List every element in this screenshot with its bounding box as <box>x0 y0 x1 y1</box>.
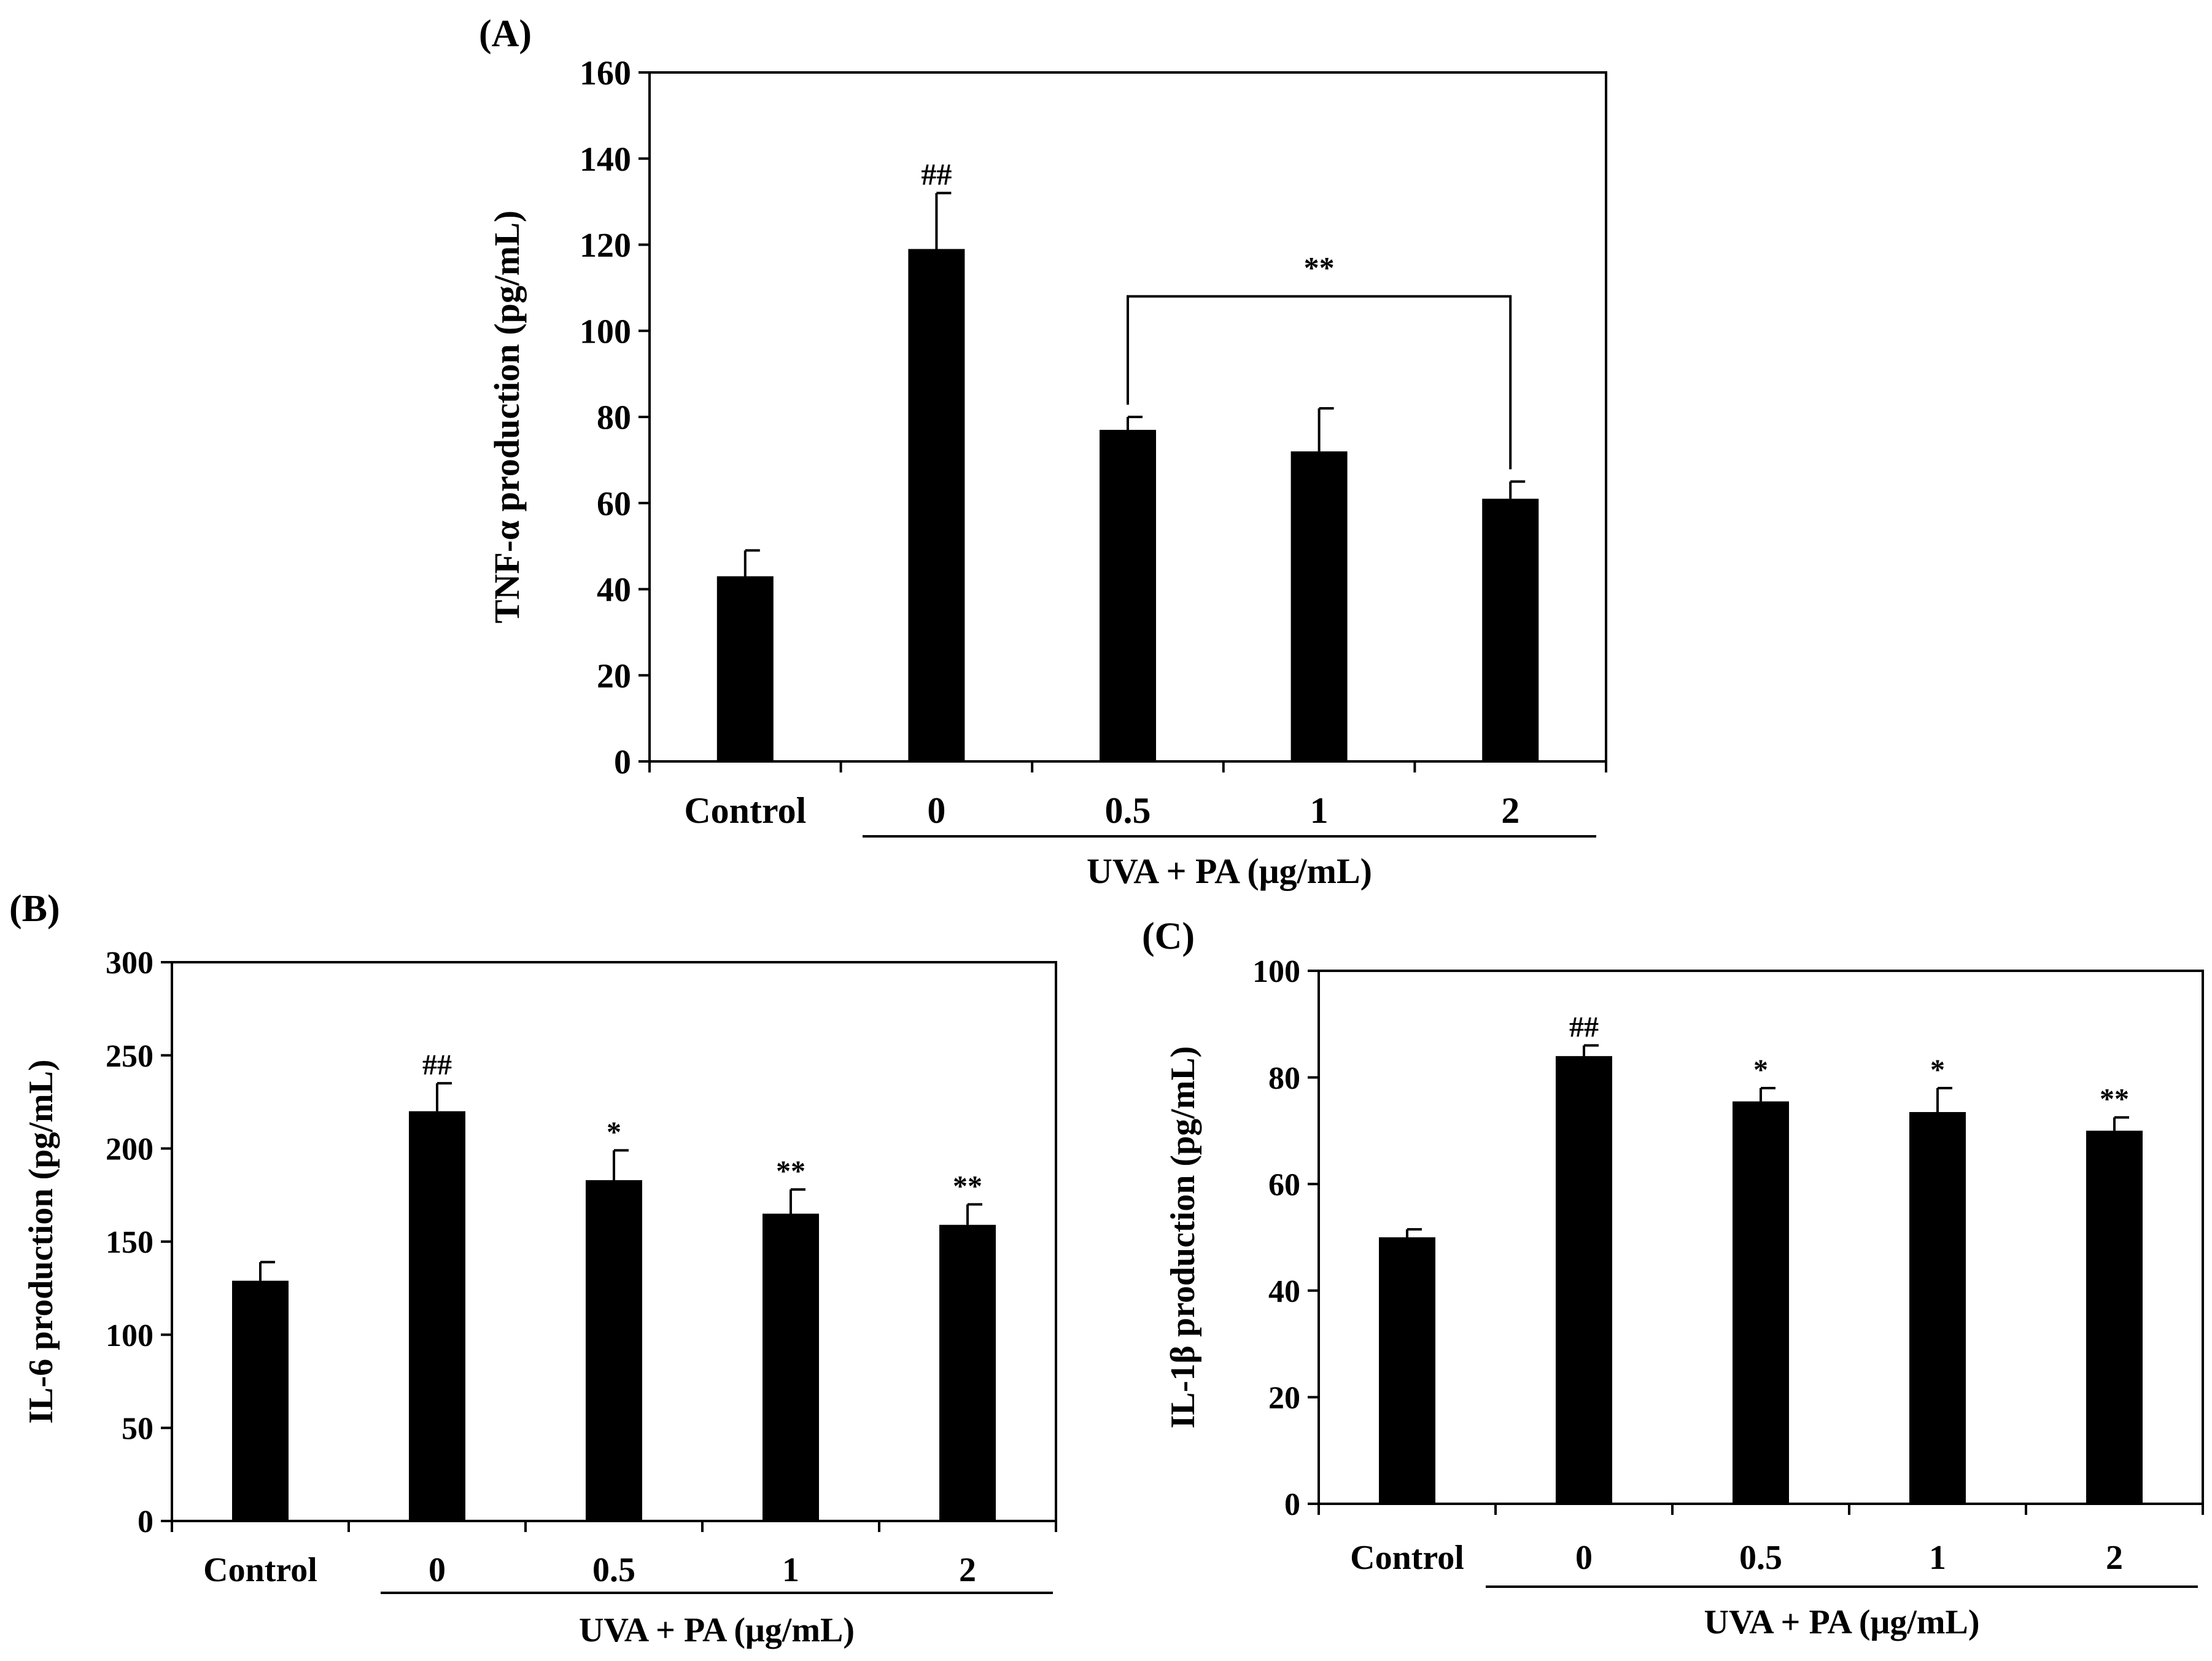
group-label: UVA + PA (μg/mL) <box>1704 1603 1980 1641</box>
significance-label: ** <box>776 1155 805 1188</box>
bar-1 <box>1290 451 1348 761</box>
significance-label: ** <box>2100 1083 2129 1116</box>
significance-label: ** <box>953 1170 982 1202</box>
y-tick-label: 0 <box>138 1504 153 1539</box>
y-tick-label: 80 <box>597 399 631 437</box>
category-label: Control <box>1350 1539 1464 1577</box>
significance-label: ## <box>1569 1011 1599 1044</box>
y-tick-label: 60 <box>1268 1167 1300 1202</box>
category-label: 1 <box>1310 790 1329 831</box>
significance-label: * <box>1753 1054 1768 1086</box>
y-tick-label: 160 <box>580 55 631 93</box>
bracket-label: ** <box>1304 251 1335 285</box>
bar-0.5 <box>586 1180 642 1521</box>
bar-0 <box>908 249 965 761</box>
group-label: UVA + PA (μg/mL) <box>1087 851 1372 891</box>
category-label: 0.5 <box>1739 1539 1782 1577</box>
y-axis-label: IL-6 production (pg/mL) <box>22 1059 60 1423</box>
y-tick-label: 50 <box>122 1412 153 1447</box>
category-label: 2 <box>959 1551 976 1589</box>
category-label: 0.5 <box>592 1551 635 1589</box>
bar-2 <box>1482 499 1539 761</box>
panel-label: (A) <box>479 13 532 55</box>
bar-1 <box>763 1213 819 1521</box>
panel-label: (C) <box>1142 916 1195 957</box>
y-tick-label: 40 <box>1268 1274 1300 1309</box>
bar-0.5 <box>1100 430 1156 761</box>
category-label: 1 <box>1929 1539 1946 1577</box>
group-label: UVA + PA (μg/mL) <box>579 1611 855 1649</box>
y-tick-label: 80 <box>1268 1061 1300 1096</box>
y-tick-label: 40 <box>597 571 631 609</box>
bar-0.5 <box>1733 1101 1789 1504</box>
bar-2 <box>2086 1130 2143 1504</box>
y-tick-label: 200 <box>106 1132 153 1167</box>
significance-label: * <box>607 1116 621 1148</box>
significance-bracket <box>1127 295 1512 470</box>
chart-panel-1: (A) 0 20 40 60 80 100 120 140 160 Control ## 0 0.5 1 2 *… <box>479 13 1607 891</box>
chart-panel-3: (C) 0 20 40 60 80 100 Control ## 0 * 0.5 * 1 ** 2 UVA + … <box>1142 916 2204 1641</box>
category-label: 0.5 <box>1105 790 1151 831</box>
category-label: Control <box>684 790 806 831</box>
panel-label: (B) <box>9 888 60 930</box>
y-tick-label: 0 <box>1284 1487 1300 1522</box>
y-tick-label: 60 <box>597 485 631 523</box>
category-label: 1 <box>782 1551 799 1589</box>
y-tick-label: 300 <box>106 946 153 981</box>
y-tick-label: 100 <box>1252 954 1300 989</box>
y-tick-label: 120 <box>580 227 631 265</box>
y-tick-label: 20 <box>1268 1381 1300 1416</box>
bar-0 <box>1556 1056 1612 1504</box>
category-label: Control <box>203 1551 317 1589</box>
y-axis-label: TNF-α production (pg/mL) <box>487 211 527 624</box>
category-label: 2 <box>2106 1539 2123 1577</box>
y-tick-label: 100 <box>580 313 631 351</box>
category-label: 0 <box>927 790 945 831</box>
bar-Control <box>1379 1237 1435 1504</box>
category-label: 0 <box>429 1551 446 1589</box>
category-label: 2 <box>1501 790 1519 831</box>
bar-2 <box>939 1224 996 1521</box>
bar-Control <box>716 576 774 761</box>
y-tick-label: 20 <box>597 657 631 695</box>
bar-Control <box>232 1280 289 1521</box>
significance-label: ## <box>422 1049 452 1081</box>
y-axis-label: IL-1β production (pg/mL) <box>1164 1046 1202 1429</box>
y-tick-label: 250 <box>106 1039 153 1074</box>
chart-panel-2: (B) 0 50 100 150 200 250 300 Control ## 0 * 0.5 ** 1 **… <box>9 888 1057 1649</box>
bar-0 <box>409 1111 465 1521</box>
y-tick-label: 0 <box>614 744 631 782</box>
significance-label: ## <box>921 157 952 191</box>
bar-1 <box>1909 1112 1966 1504</box>
y-tick-label: 100 <box>106 1318 153 1353</box>
y-tick-label: 150 <box>106 1225 153 1260</box>
significance-label: * <box>1930 1054 1945 1086</box>
y-tick-label: 140 <box>580 141 631 179</box>
category-label: 0 <box>1575 1539 1593 1577</box>
